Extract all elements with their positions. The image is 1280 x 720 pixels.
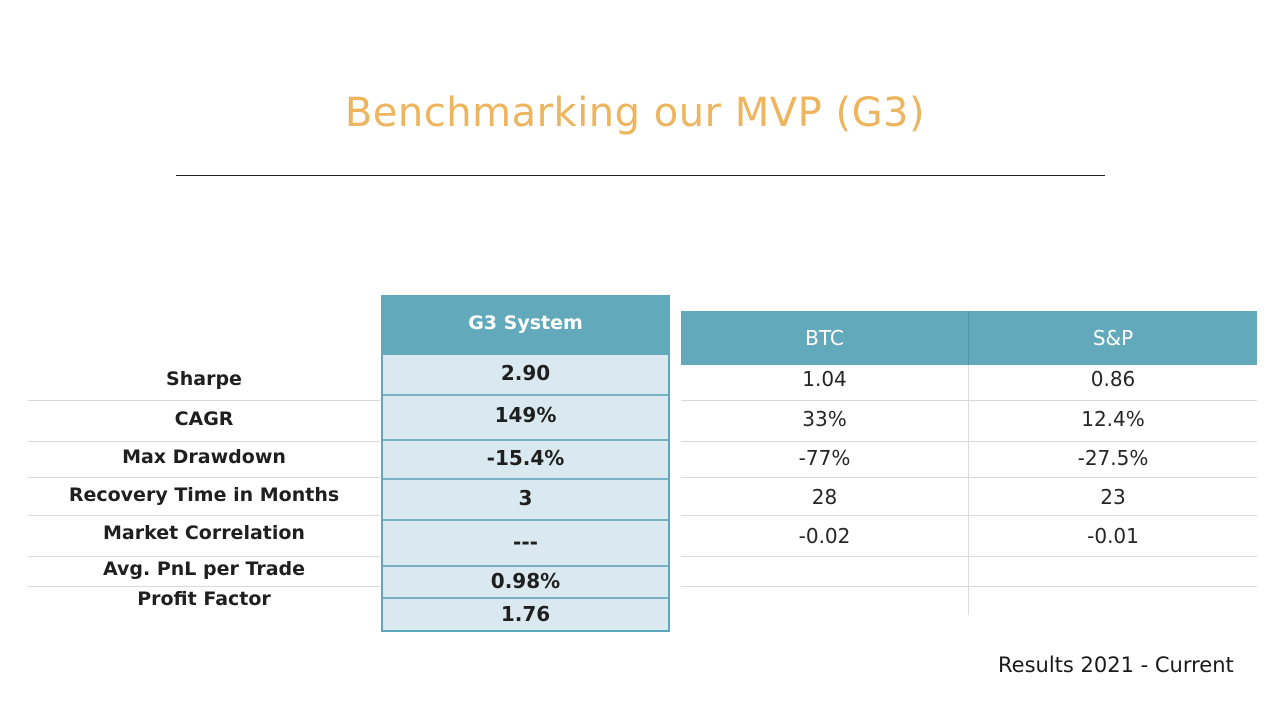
benchmark-header-sp: S&P <box>1092 326 1134 350</box>
row-divider <box>28 515 380 516</box>
benchmark-column-divider <box>968 365 969 615</box>
sp-value-market-correlation: -0.01 <box>1087 524 1139 548</box>
title-divider <box>176 175 1105 176</box>
row-divider <box>681 400 1257 401</box>
g3-row-divider <box>383 519 668 521</box>
g3-value-profit-factor: 1.76 <box>500 602 551 626</box>
row-divider <box>28 400 380 401</box>
benchmark-header-divider <box>968 311 969 365</box>
benchmark-header-bar <box>681 311 1257 365</box>
row-divider <box>681 515 1257 516</box>
row-label-profit-factor: Profit Factor <box>137 588 271 610</box>
sp-value-sharpe: 0.86 <box>1090 367 1136 391</box>
btc-value-recovery-time: 28 <box>811 485 838 509</box>
g3-row-divider <box>383 597 668 599</box>
g3-value-cagr: 149% <box>494 403 557 427</box>
row-label-avg-pnl: Avg. PnL per Trade <box>102 558 306 580</box>
g3-row-divider <box>383 565 668 567</box>
g3-value-recovery-time: 3 <box>518 486 533 510</box>
sp-value-recovery-time: 23 <box>1100 485 1126 509</box>
row-divider <box>681 556 1257 557</box>
row-label-market-correlation: Market Correlation <box>103 522 305 544</box>
row-divider <box>28 477 380 478</box>
row-label-cagr: CAGR <box>174 408 234 430</box>
row-label-sharpe: Sharpe <box>166 368 242 390</box>
g3-row-divider <box>383 394 668 396</box>
btc-value-cagr: 33% <box>802 407 847 431</box>
sp-value-cagr: 12.4% <box>1081 407 1145 431</box>
btc-value-sharpe: 1.04 <box>802 367 847 391</box>
row-divider <box>681 477 1257 478</box>
row-divider <box>28 586 380 587</box>
btc-value-market-correlation: -0.02 <box>798 524 851 548</box>
page-title: Benchmarking our MVP (G3) <box>344 90 926 136</box>
g3-row-divider <box>383 478 668 480</box>
g3-value-market-correlation: --- <box>513 530 538 554</box>
g3-column-header: G3 System <box>381 295 670 355</box>
row-divider <box>681 586 1257 587</box>
row-label-recovery-time: Recovery Time in Months <box>68 484 340 506</box>
row-divider <box>681 441 1257 442</box>
sp-value-max-drawdown: -27.5% <box>1077 446 1149 470</box>
row-divider <box>28 556 380 557</box>
row-label-max-drawdown: Max Drawdown <box>122 446 286 468</box>
results-footnote: Results 2021 - Current <box>998 653 1234 677</box>
benchmark-header-btc: BTC <box>805 326 844 350</box>
g3-value-max-drawdown: -15.4% <box>486 446 565 470</box>
row-divider <box>28 441 380 442</box>
g3-value-sharpe: 2.90 <box>500 361 551 385</box>
g3-value-avg-pnl: 0.98% <box>490 569 561 593</box>
btc-value-max-drawdown: -77% <box>798 446 851 470</box>
g3-row-divider <box>383 439 668 441</box>
